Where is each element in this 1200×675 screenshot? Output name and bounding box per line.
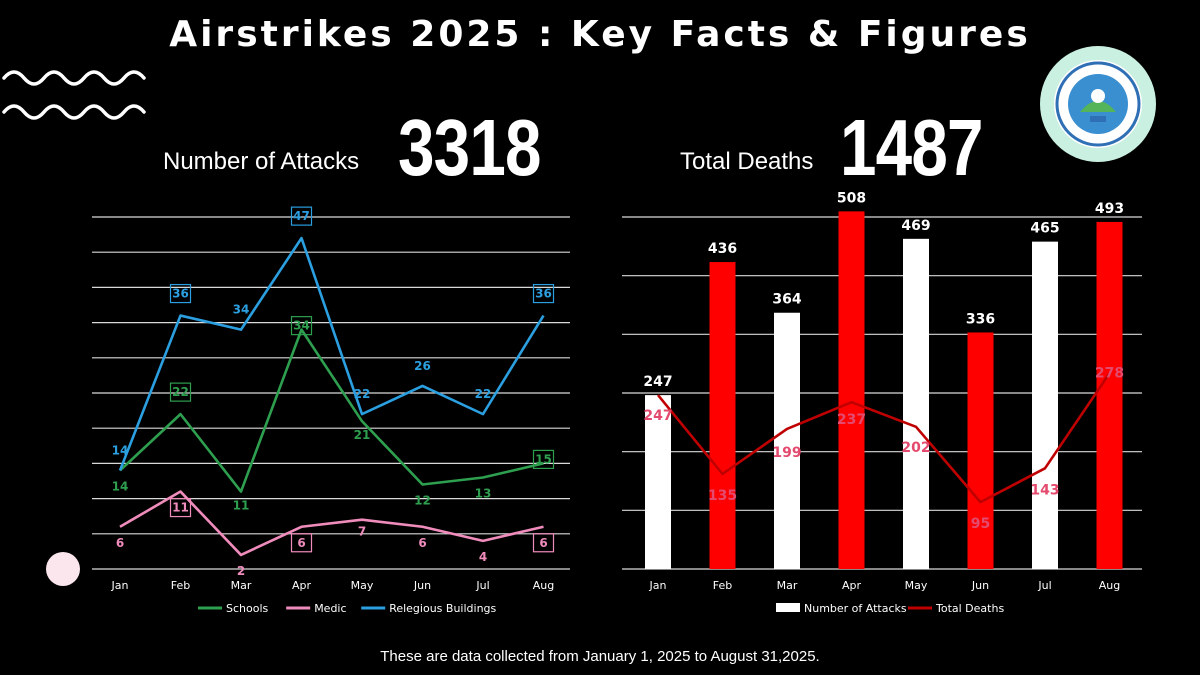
deaths-value-label: 202 bbox=[901, 440, 930, 456]
bar bbox=[1096, 221, 1123, 570]
data-label: 14 bbox=[112, 479, 129, 493]
data-label: 34 bbox=[233, 303, 250, 317]
x-tick-label: Apr bbox=[292, 579, 312, 592]
attacks-deaths-bar-chart: 247 436 364 508 469 336 465 493 247 135 199 237 202 9… bbox=[622, 190, 1142, 615]
bar bbox=[967, 332, 994, 569]
data-label: 34 bbox=[293, 319, 310, 333]
data-label-box bbox=[169, 283, 192, 304]
data-label-box bbox=[169, 382, 192, 402]
deaths-line bbox=[656, 372, 1111, 504]
data-label: 22 bbox=[172, 385, 189, 399]
data-label-box bbox=[290, 206, 313, 226]
series-line-relegious-buildings bbox=[118, 236, 545, 471]
data-label: 22 bbox=[475, 387, 492, 401]
data-label: 36 bbox=[172, 287, 189, 301]
deaths-label: Total Deaths bbox=[680, 148, 814, 175]
x-tick-label: Feb bbox=[713, 579, 732, 592]
data-label: 15 bbox=[535, 452, 552, 466]
bar-value-label: 493 bbox=[1095, 201, 1124, 217]
data-label: 12 bbox=[414, 494, 431, 508]
data-label: 22 bbox=[354, 387, 371, 401]
legend-swatch bbox=[776, 603, 800, 612]
data-label: 26 bbox=[414, 359, 431, 373]
deaths-value-label: 278 bbox=[1095, 365, 1124, 381]
x-tick-label: May bbox=[351, 579, 374, 592]
deaths-value-label: 247 bbox=[643, 408, 672, 424]
bar bbox=[903, 238, 929, 569]
legend-label: Number of Attacks bbox=[804, 602, 907, 615]
data-label: 47 bbox=[293, 209, 310, 223]
bar bbox=[838, 211, 865, 570]
data-label: 7 bbox=[358, 525, 366, 539]
data-label: 13 bbox=[475, 486, 492, 500]
data-label-box bbox=[532, 283, 555, 304]
deaths-value-label: 95 bbox=[971, 516, 990, 532]
x-tick-label: Apr bbox=[842, 579, 862, 592]
x-tick-label: Feb bbox=[171, 579, 190, 592]
data-label: 14 bbox=[112, 443, 129, 457]
deaths-value-label: 143 bbox=[1030, 482, 1059, 498]
x-tick-label: Aug bbox=[533, 579, 554, 592]
bar-value-label: 508 bbox=[837, 190, 866, 206]
deaths-value-label: 237 bbox=[837, 412, 866, 428]
bar bbox=[774, 312, 800, 569]
x-tick-label: Aug bbox=[1099, 579, 1120, 592]
attacks-by-type-line-chart: Jan Feb Mar Apr May Jun Jul Aug 14 22 11 34 21 12 13 15… bbox=[92, 206, 570, 615]
footer-note: These are data collected from January 1,… bbox=[380, 648, 820, 665]
data-label-box bbox=[290, 533, 313, 553]
x-tick-label: Mar bbox=[231, 579, 252, 592]
data-label-box bbox=[532, 533, 555, 553]
data-label: 4 bbox=[479, 550, 487, 564]
attacks-value: 3318 bbox=[398, 103, 541, 192]
deaths-value: 1487 bbox=[840, 103, 983, 192]
x-tick-label: Jul bbox=[1037, 579, 1051, 592]
page-title: Airstrikes 2025 : Key Facts & Figures bbox=[169, 14, 1031, 55]
ministry-logo-icon bbox=[1040, 46, 1156, 162]
bar bbox=[645, 395, 671, 569]
decorative-dot bbox=[46, 552, 80, 586]
bar-value-label: 364 bbox=[772, 292, 801, 308]
x-tick-label: Mar bbox=[777, 579, 798, 592]
bar-value-label: 469 bbox=[901, 218, 930, 234]
legend-label: Schools bbox=[226, 602, 269, 615]
legend-label: Total Deaths bbox=[935, 602, 1004, 615]
legend-label: Medic bbox=[314, 602, 346, 615]
bar bbox=[1032, 241, 1058, 569]
bar-value-label: 436 bbox=[708, 241, 737, 257]
x-tick-label: Jan bbox=[111, 579, 129, 592]
data-label: 11 bbox=[172, 501, 189, 515]
x-tick-label: Jun bbox=[971, 579, 989, 592]
data-label-box bbox=[532, 449, 555, 469]
data-label: 2 bbox=[237, 564, 245, 578]
x-tick-label: Jan bbox=[649, 579, 667, 592]
x-tick-label: Jul bbox=[475, 579, 489, 592]
data-label: 11 bbox=[233, 499, 250, 513]
x-tick-label: Jun bbox=[413, 579, 431, 592]
data-label-box bbox=[169, 497, 192, 518]
legend-label: Relegious Buildings bbox=[389, 602, 496, 615]
bar bbox=[709, 262, 736, 569]
bar-value-label: 336 bbox=[966, 311, 995, 327]
data-label: 36 bbox=[535, 287, 552, 301]
data-label-box bbox=[290, 316, 313, 336]
bar-value-label: 247 bbox=[643, 374, 672, 390]
data-label: 6 bbox=[539, 536, 547, 550]
data-label: 6 bbox=[418, 536, 426, 550]
data-label: 6 bbox=[116, 536, 124, 550]
attacks-label: Number of Attacks bbox=[163, 148, 360, 175]
deaths-value-label: 135 bbox=[708, 488, 737, 504]
x-tick-label: May bbox=[905, 579, 928, 592]
series-line-schools bbox=[119, 328, 544, 493]
data-label: 21 bbox=[354, 428, 371, 442]
deaths-value-label: 199 bbox=[772, 445, 801, 461]
wave-decoration-icon bbox=[2, 70, 146, 120]
bar-value-label: 465 bbox=[1030, 221, 1059, 237]
data-label: 6 bbox=[297, 536, 305, 550]
